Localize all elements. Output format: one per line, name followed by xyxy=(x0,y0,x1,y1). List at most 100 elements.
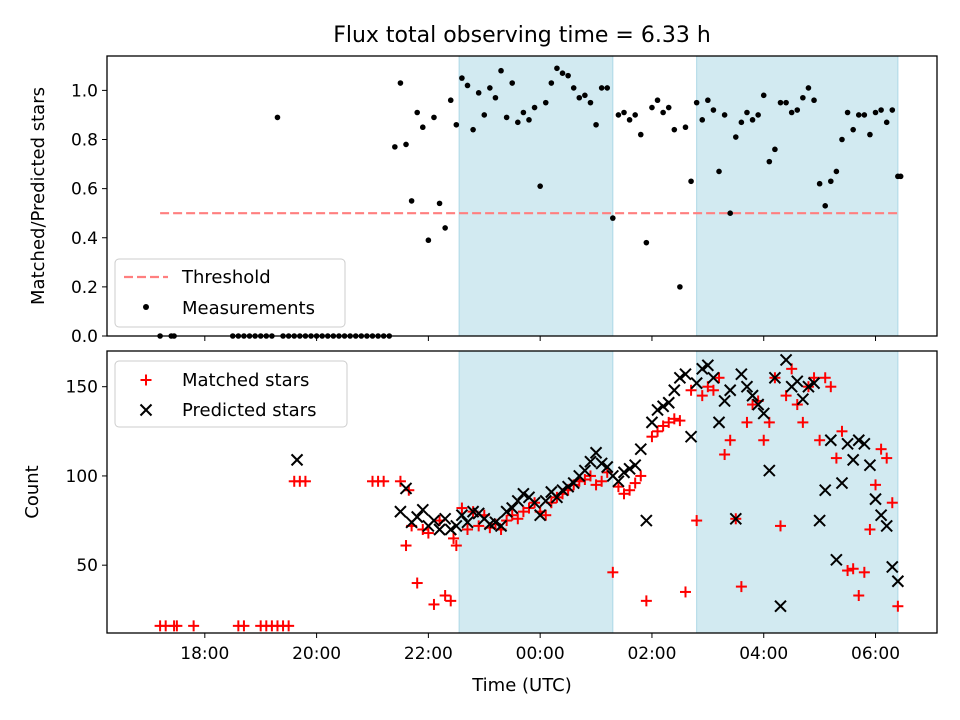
predicted-point xyxy=(444,523,457,536)
legend-predicted-marker xyxy=(139,403,153,417)
predicted-point xyxy=(589,446,603,459)
matched-point xyxy=(663,416,675,428)
x-tick-label: 20:00 xyxy=(292,644,341,664)
predicted-point xyxy=(617,466,631,479)
predicted-point xyxy=(561,480,575,493)
matched-point xyxy=(886,497,898,509)
matched-point xyxy=(691,515,703,527)
predicted-point-b xyxy=(410,510,424,524)
predicted-point xyxy=(550,491,564,504)
predicted-point-b xyxy=(751,398,765,411)
matched-point xyxy=(870,479,882,491)
y-tick-label: 0.6 xyxy=(71,180,98,200)
predicted-point-b xyxy=(712,416,726,429)
predicted-point-b xyxy=(578,464,592,477)
y-tick-label: 1.0 xyxy=(71,81,98,101)
predicted-point-b xyxy=(506,501,519,515)
predicted-point xyxy=(768,371,782,384)
predicted-point-b xyxy=(791,375,804,388)
predicted-point-b xyxy=(886,560,899,574)
x-tick-label: 18:00 xyxy=(180,644,229,664)
predicted-point xyxy=(819,484,832,497)
matched-point xyxy=(674,415,686,427)
measurement-point xyxy=(855,112,862,118)
matched-point xyxy=(646,431,658,443)
predicted-point xyxy=(712,416,726,429)
predicted-point xyxy=(533,508,547,522)
matched-point xyxy=(657,420,669,432)
matched-point xyxy=(400,540,412,552)
matched-point xyxy=(640,595,652,607)
predicted-point xyxy=(858,437,871,451)
measurement-point xyxy=(716,168,722,175)
measurement-point xyxy=(883,119,890,126)
predicted-point-b xyxy=(640,514,653,527)
predicted-point xyxy=(399,482,413,495)
bottom-shaded-bands xyxy=(458,350,899,634)
predicted-point-b xyxy=(807,376,821,390)
legend-matched-swatch xyxy=(140,374,152,386)
y-tick-label: 0.4 xyxy=(71,229,98,249)
measurement-point xyxy=(682,124,689,131)
matched-point xyxy=(679,586,691,598)
predicted-point xyxy=(891,575,905,588)
measurement-point xyxy=(604,85,611,91)
matched-point xyxy=(299,475,311,487)
matched-point xyxy=(836,425,848,437)
predicted-point-b xyxy=(433,523,446,536)
predicted-point xyxy=(740,380,754,393)
predicted-point-b xyxy=(628,459,642,472)
predicted-point-b xyxy=(595,457,608,470)
x-tick-label: 06:00 xyxy=(851,644,900,664)
measurement-point xyxy=(861,112,868,118)
matched-point xyxy=(422,527,434,539)
predicted-point-b xyxy=(819,484,832,497)
matched-point xyxy=(171,620,183,632)
predicted-point xyxy=(807,376,821,390)
predicted-point xyxy=(511,494,525,508)
matched-point xyxy=(607,566,619,578)
measurement-point xyxy=(671,126,678,133)
matched-point xyxy=(741,416,753,428)
predicted-point-b xyxy=(450,519,463,533)
predicted-point-b xyxy=(763,464,776,477)
y-tick-label: 150 xyxy=(66,378,98,398)
predicted-point xyxy=(394,505,407,518)
predicted-point xyxy=(684,430,698,443)
matched-point xyxy=(847,563,859,575)
legend-matched-label: Matched stars xyxy=(182,370,309,391)
predicted-point xyxy=(416,503,429,517)
measurement-point xyxy=(800,94,806,101)
measurement-point xyxy=(453,121,460,128)
measurement-point xyxy=(643,239,650,246)
predicted-point xyxy=(438,512,452,525)
measurement-point xyxy=(610,215,616,221)
predicted-point-b xyxy=(774,600,787,613)
predicted-point-b xyxy=(852,434,865,447)
predicted-point xyxy=(528,496,541,509)
y-tick-label: 100 xyxy=(66,467,98,487)
predicted-point-b xyxy=(539,494,552,508)
measurement-point xyxy=(727,210,733,216)
measurement-point xyxy=(688,178,694,185)
measurement-point xyxy=(509,80,516,86)
measurement-point xyxy=(760,92,767,99)
matched-point xyxy=(713,372,725,384)
predicted-point-b xyxy=(528,496,541,509)
predicted-point-b xyxy=(634,442,647,456)
bottom-x-ticks: 18:00 20:00 22:00 00:00 02:00 04:00 06:00 xyxy=(180,633,900,664)
shaded-band xyxy=(696,55,899,337)
predicted-point-b xyxy=(561,480,575,493)
bottom-legend-box xyxy=(114,360,348,428)
matched-point xyxy=(747,399,759,411)
predicted-point-b xyxy=(740,380,754,393)
matched-point xyxy=(875,443,887,455)
predicted-point-b xyxy=(891,575,905,588)
matched-point xyxy=(394,475,406,487)
predicted-point xyxy=(601,460,614,474)
predicted-point xyxy=(746,389,759,402)
matched-point xyxy=(775,520,787,532)
measurement-point xyxy=(828,178,834,185)
measurement-point xyxy=(811,97,817,104)
predicted-point xyxy=(880,519,893,533)
